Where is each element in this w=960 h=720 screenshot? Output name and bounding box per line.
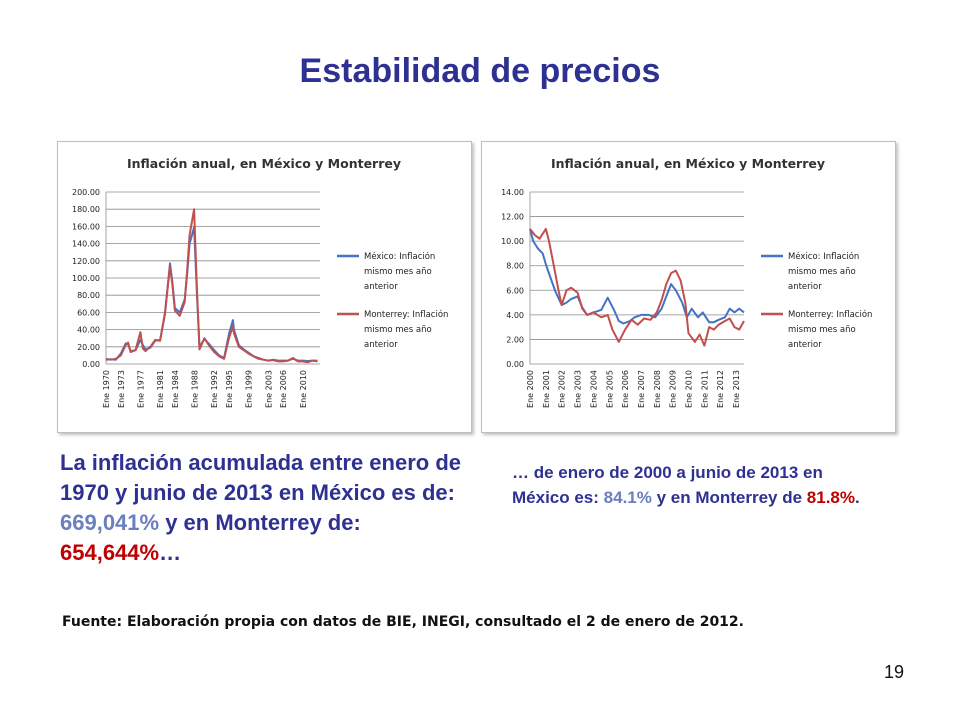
legend-label: Monterrey: Inflación <box>788 309 872 320</box>
monterrey-value: 654,644% <box>60 540 160 565</box>
legend-label: anterior <box>788 282 822 292</box>
chart-inflation-1970-2013: Inflación anual, en México y Monterrey 0.… <box>57 141 472 433</box>
y-tick-label: 8.00 <box>506 262 524 271</box>
series-line-mexico <box>529 228 745 325</box>
x-tick-label: Ene 2012 <box>716 370 725 408</box>
y-tick-label: 4.00 <box>506 311 524 320</box>
text-part: La inflación acumulada entre enero de 19… <box>60 450 461 505</box>
x-tick-label: Ene 2001 <box>542 370 551 408</box>
y-tick-label: 14.00 <box>501 188 524 197</box>
chart-svg-left: Inflación anual, en México y Monterrey 0.… <box>72 156 448 408</box>
y-tick-label: 40.00 <box>77 326 100 335</box>
y-tick-label: 200.00 <box>72 188 100 197</box>
series-line-monterrey <box>529 227 745 347</box>
x-tick-label: Ene 2004 <box>589 370 598 408</box>
x-tick-label: Ene 1973 <box>117 370 126 408</box>
text-part: y en Monterrey de: <box>159 510 361 535</box>
y-tick-label: 20.00 <box>77 343 100 352</box>
y-tick-label: 180.00 <box>72 205 100 214</box>
y-tick-label: 10.00 <box>501 237 524 246</box>
slide-title: Estabilidad de precios <box>299 52 661 90</box>
legend-label: Monterrey: Inflación <box>364 309 448 320</box>
chart-svg-right: Inflación anual, en México y Monterrey 0.… <box>501 156 872 408</box>
legend-label: mismo mes año <box>788 267 856 277</box>
page-number: 19 <box>884 662 905 682</box>
x-tick-label: Ene 1981 <box>156 370 165 408</box>
x-tick-label: Ene 2005 <box>605 370 614 408</box>
legend-label: mismo mes año <box>364 325 432 335</box>
x-tick-label: Ene 1999 <box>245 370 254 408</box>
monterrey-value: 81.8% <box>806 488 855 507</box>
mexico-value: 669,041% <box>60 510 160 535</box>
text-part: … <box>159 540 182 565</box>
series-line-monterrey <box>105 208 318 364</box>
legend-label: anterior <box>788 340 822 350</box>
x-tick-label: Ene 1984 <box>171 370 180 408</box>
legend-label: mismo mes año <box>364 267 432 277</box>
x-tick-label: Ene 1970 <box>102 370 111 408</box>
y-tick-label: 120.00 <box>72 257 100 266</box>
text-part: . <box>855 488 860 507</box>
y-tick-label: 0.00 <box>506 360 524 369</box>
x-tick-label: Ene 1992 <box>210 370 219 408</box>
x-tick-label: Ene 2009 <box>669 370 678 408</box>
chart-title: Inflación anual, en México y Monterrey <box>551 156 825 171</box>
y-tick-label: 60.00 <box>77 308 100 317</box>
source-note: Fuente: Elaboración propia con datos de … <box>62 614 744 630</box>
y-tick-label: 6.00 <box>506 286 524 295</box>
legend-label: anterior <box>364 282 398 292</box>
y-tick-label: 100.00 <box>72 274 100 283</box>
x-tick-label: Ene 2002 <box>558 370 567 408</box>
x-tick-label: Ene 2011 <box>700 370 709 408</box>
x-tick-label: Ene 2007 <box>637 370 646 408</box>
text-part: y en Monterrey de <box>651 488 807 507</box>
mexico-value: 84.1% <box>603 488 652 507</box>
chart-title: Inflación anual, en México y Monterrey <box>127 156 401 171</box>
x-tick-label: Ene 1988 <box>191 370 200 408</box>
legend-label: anterior <box>364 340 398 350</box>
y-tick-label: 160.00 <box>72 222 100 231</box>
accumulated-inflation-1970-text: La inflación acumulada entre enero de 19… <box>60 448 480 568</box>
x-tick-label: Ene 2003 <box>574 370 583 408</box>
y-tick-label: 140.00 <box>72 240 100 249</box>
x-tick-label: Ene 1995 <box>225 370 234 408</box>
x-tick-label: Ene 2000 <box>526 370 535 408</box>
y-tick-label: 12.00 <box>501 213 524 222</box>
legend-label: México: Inflación <box>788 251 859 262</box>
x-tick-label: Ene 2003 <box>264 370 273 408</box>
x-tick-label: Ene 2006 <box>279 370 288 408</box>
legend-label: mismo mes año <box>788 325 856 335</box>
y-tick-label: 2.00 <box>506 335 524 344</box>
text-part: … de enero de 2000 a junio de 2013 en Mé… <box>512 463 823 507</box>
x-tick-label: Ene 2008 <box>653 370 662 408</box>
x-tick-label: Ene 2010 <box>299 370 308 408</box>
x-tick-label: Ene 2010 <box>685 370 694 408</box>
x-tick-label: Ene 1977 <box>136 370 145 408</box>
legend-label: México: Inflación <box>364 251 435 262</box>
x-tick-label: Ene 2006 <box>621 370 630 408</box>
x-tick-label: Ene 2013 <box>732 370 741 408</box>
y-tick-label: 80.00 <box>77 291 100 300</box>
accumulated-inflation-2000-text: … de enero de 2000 a junio de 2013 en Mé… <box>512 460 862 510</box>
chart-inflation-2000-2013: Inflación anual, en México y Monterrey 0.… <box>481 141 896 433</box>
y-tick-label: 0.00 <box>82 360 100 369</box>
